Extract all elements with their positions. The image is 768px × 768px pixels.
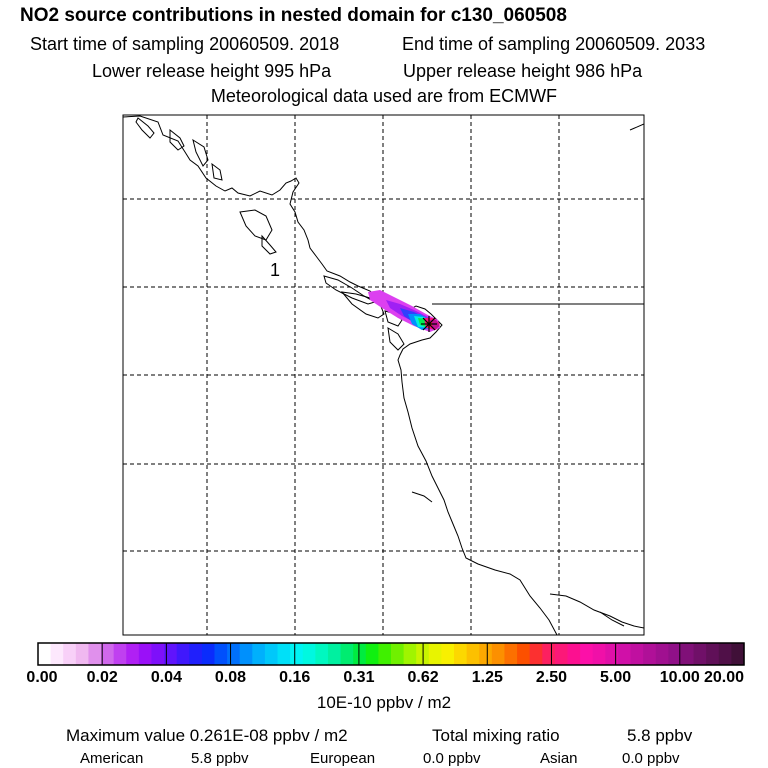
colorbar-cell bbox=[718, 643, 732, 665]
colorbar-cell bbox=[668, 643, 682, 665]
colorbar-tick-label: 0.02 bbox=[86, 669, 118, 686]
colorbar-cell bbox=[327, 643, 342, 665]
colorbar-cell bbox=[504, 643, 518, 665]
colorbar-cell bbox=[617, 643, 632, 665]
colorbar-unit: 10E-10 ppbv / m2 bbox=[316, 693, 452, 712]
colorbar-cell bbox=[252, 643, 266, 665]
colorbar-cell bbox=[592, 643, 606, 665]
colorbar-cell bbox=[302, 643, 316, 665]
max-value-text: Maximum value 0.261E-08 ppbv / m2 bbox=[66, 726, 348, 745]
start-time-text: Start time of sampling 20060509. 2018 bbox=[30, 34, 340, 54]
total-mixing-value: 5.8 ppbv bbox=[627, 726, 693, 745]
met-data-text: Meteorological data used are from ECMWF bbox=[210, 86, 558, 106]
colorbar-cell bbox=[554, 643, 569, 665]
colorbar-cell bbox=[101, 643, 115, 665]
colorbar-cell bbox=[403, 643, 417, 665]
colorbar-cell bbox=[353, 643, 367, 665]
colorbar-cell bbox=[75, 643, 90, 665]
release-star-icon bbox=[421, 316, 437, 332]
colorbar-tick-label: 10.00 bbox=[659, 669, 700, 686]
colorbar-cell bbox=[239, 643, 253, 665]
colorbar-cell bbox=[567, 643, 581, 665]
colorbar-cell bbox=[290, 643, 304, 665]
colorbar-tick-label: 1.25 bbox=[471, 669, 503, 686]
colorbar-cell bbox=[340, 643, 354, 665]
colorbar-cell bbox=[731, 643, 745, 665]
lower-height-text: Lower release height 995 hPa bbox=[92, 61, 332, 81]
colorbar-cell bbox=[164, 643, 178, 665]
colorbar-cell bbox=[441, 643, 455, 665]
colorbar-cell bbox=[428, 643, 443, 665]
colorbar-cell bbox=[391, 643, 405, 665]
colorbar-cell bbox=[466, 643, 480, 665]
colorbar-cell bbox=[63, 643, 77, 665]
colorbar-cell bbox=[315, 643, 329, 665]
colorbar-tick-label: 0.04 bbox=[150, 669, 182, 686]
colorbar-cell bbox=[479, 643, 493, 665]
colorbar-cell bbox=[126, 643, 140, 665]
european-label: European bbox=[310, 750, 376, 767]
colorbar-tick-label: 0.62 bbox=[407, 669, 439, 686]
colorbar-cell bbox=[517, 643, 531, 665]
total-mixing-label: Total mixing ratio bbox=[432, 726, 560, 745]
colorbar-cell bbox=[227, 643, 241, 665]
colorbar-tick-label: 0.31 bbox=[343, 669, 375, 686]
european-value: 0.0 ppbv bbox=[423, 750, 481, 767]
map-frame bbox=[122, 114, 645, 636]
american-value: 5.8 ppbv bbox=[191, 750, 249, 767]
colorbar-cell bbox=[214, 643, 228, 665]
end-time-text: End time of sampling 20060509. 2033 bbox=[402, 34, 706, 54]
colorbar-cell bbox=[38, 643, 52, 665]
colorbar-tick-label: 0.00 bbox=[26, 669, 58, 686]
grid-lines bbox=[123, 115, 644, 635]
colorbar-cell bbox=[176, 643, 190, 665]
colorbar-cell bbox=[88, 643, 102, 665]
colorbar-cell bbox=[365, 643, 379, 665]
colorbar-cell bbox=[643, 643, 657, 665]
colorbar-cell bbox=[138, 643, 153, 665]
american-label: American bbox=[80, 750, 144, 767]
asian-label: Asian bbox=[540, 750, 578, 767]
colorbar-tick-label: 0.08 bbox=[214, 669, 247, 686]
colorbar-tick-label: 5.00 bbox=[600, 669, 632, 686]
colorbar-cell bbox=[655, 643, 669, 665]
colorbar-cell bbox=[378, 643, 392, 665]
asian-value: 0.0 ppbv bbox=[622, 750, 680, 767]
marker-label: 1 bbox=[270, 260, 280, 280]
colorbar-cell bbox=[529, 643, 543, 665]
colorbar-cell bbox=[151, 643, 165, 665]
map-title: NO2 source contributions in nested domai… bbox=[20, 5, 567, 26]
plume bbox=[368, 290, 440, 332]
colorbar-cell bbox=[264, 643, 279, 665]
colorbar-tick-label: 0.16 bbox=[279, 669, 311, 686]
colorbar-cell bbox=[113, 643, 127, 665]
colorbar-cell bbox=[189, 643, 203, 665]
colorbar-tick-label: 2.50 bbox=[535, 669, 568, 686]
colorbar-cell bbox=[491, 643, 506, 665]
colorbar-cell bbox=[580, 643, 594, 665]
colorbar-cell bbox=[542, 643, 556, 665]
colorbar-cell bbox=[277, 643, 291, 665]
colorbar-cell bbox=[706, 643, 720, 665]
colorbar-cell bbox=[680, 643, 695, 665]
colorbar-cell bbox=[605, 643, 619, 665]
colorbar-cell bbox=[693, 643, 707, 665]
colorbar-tick-label: 20.00 bbox=[703, 669, 745, 686]
upper-height-text: Upper release height 986 hPa bbox=[403, 61, 643, 81]
colorbar-cell bbox=[630, 643, 644, 665]
colorbar-cell bbox=[201, 643, 216, 665]
colorbar-cell bbox=[454, 643, 468, 665]
colorbar-cell bbox=[50, 643, 64, 665]
